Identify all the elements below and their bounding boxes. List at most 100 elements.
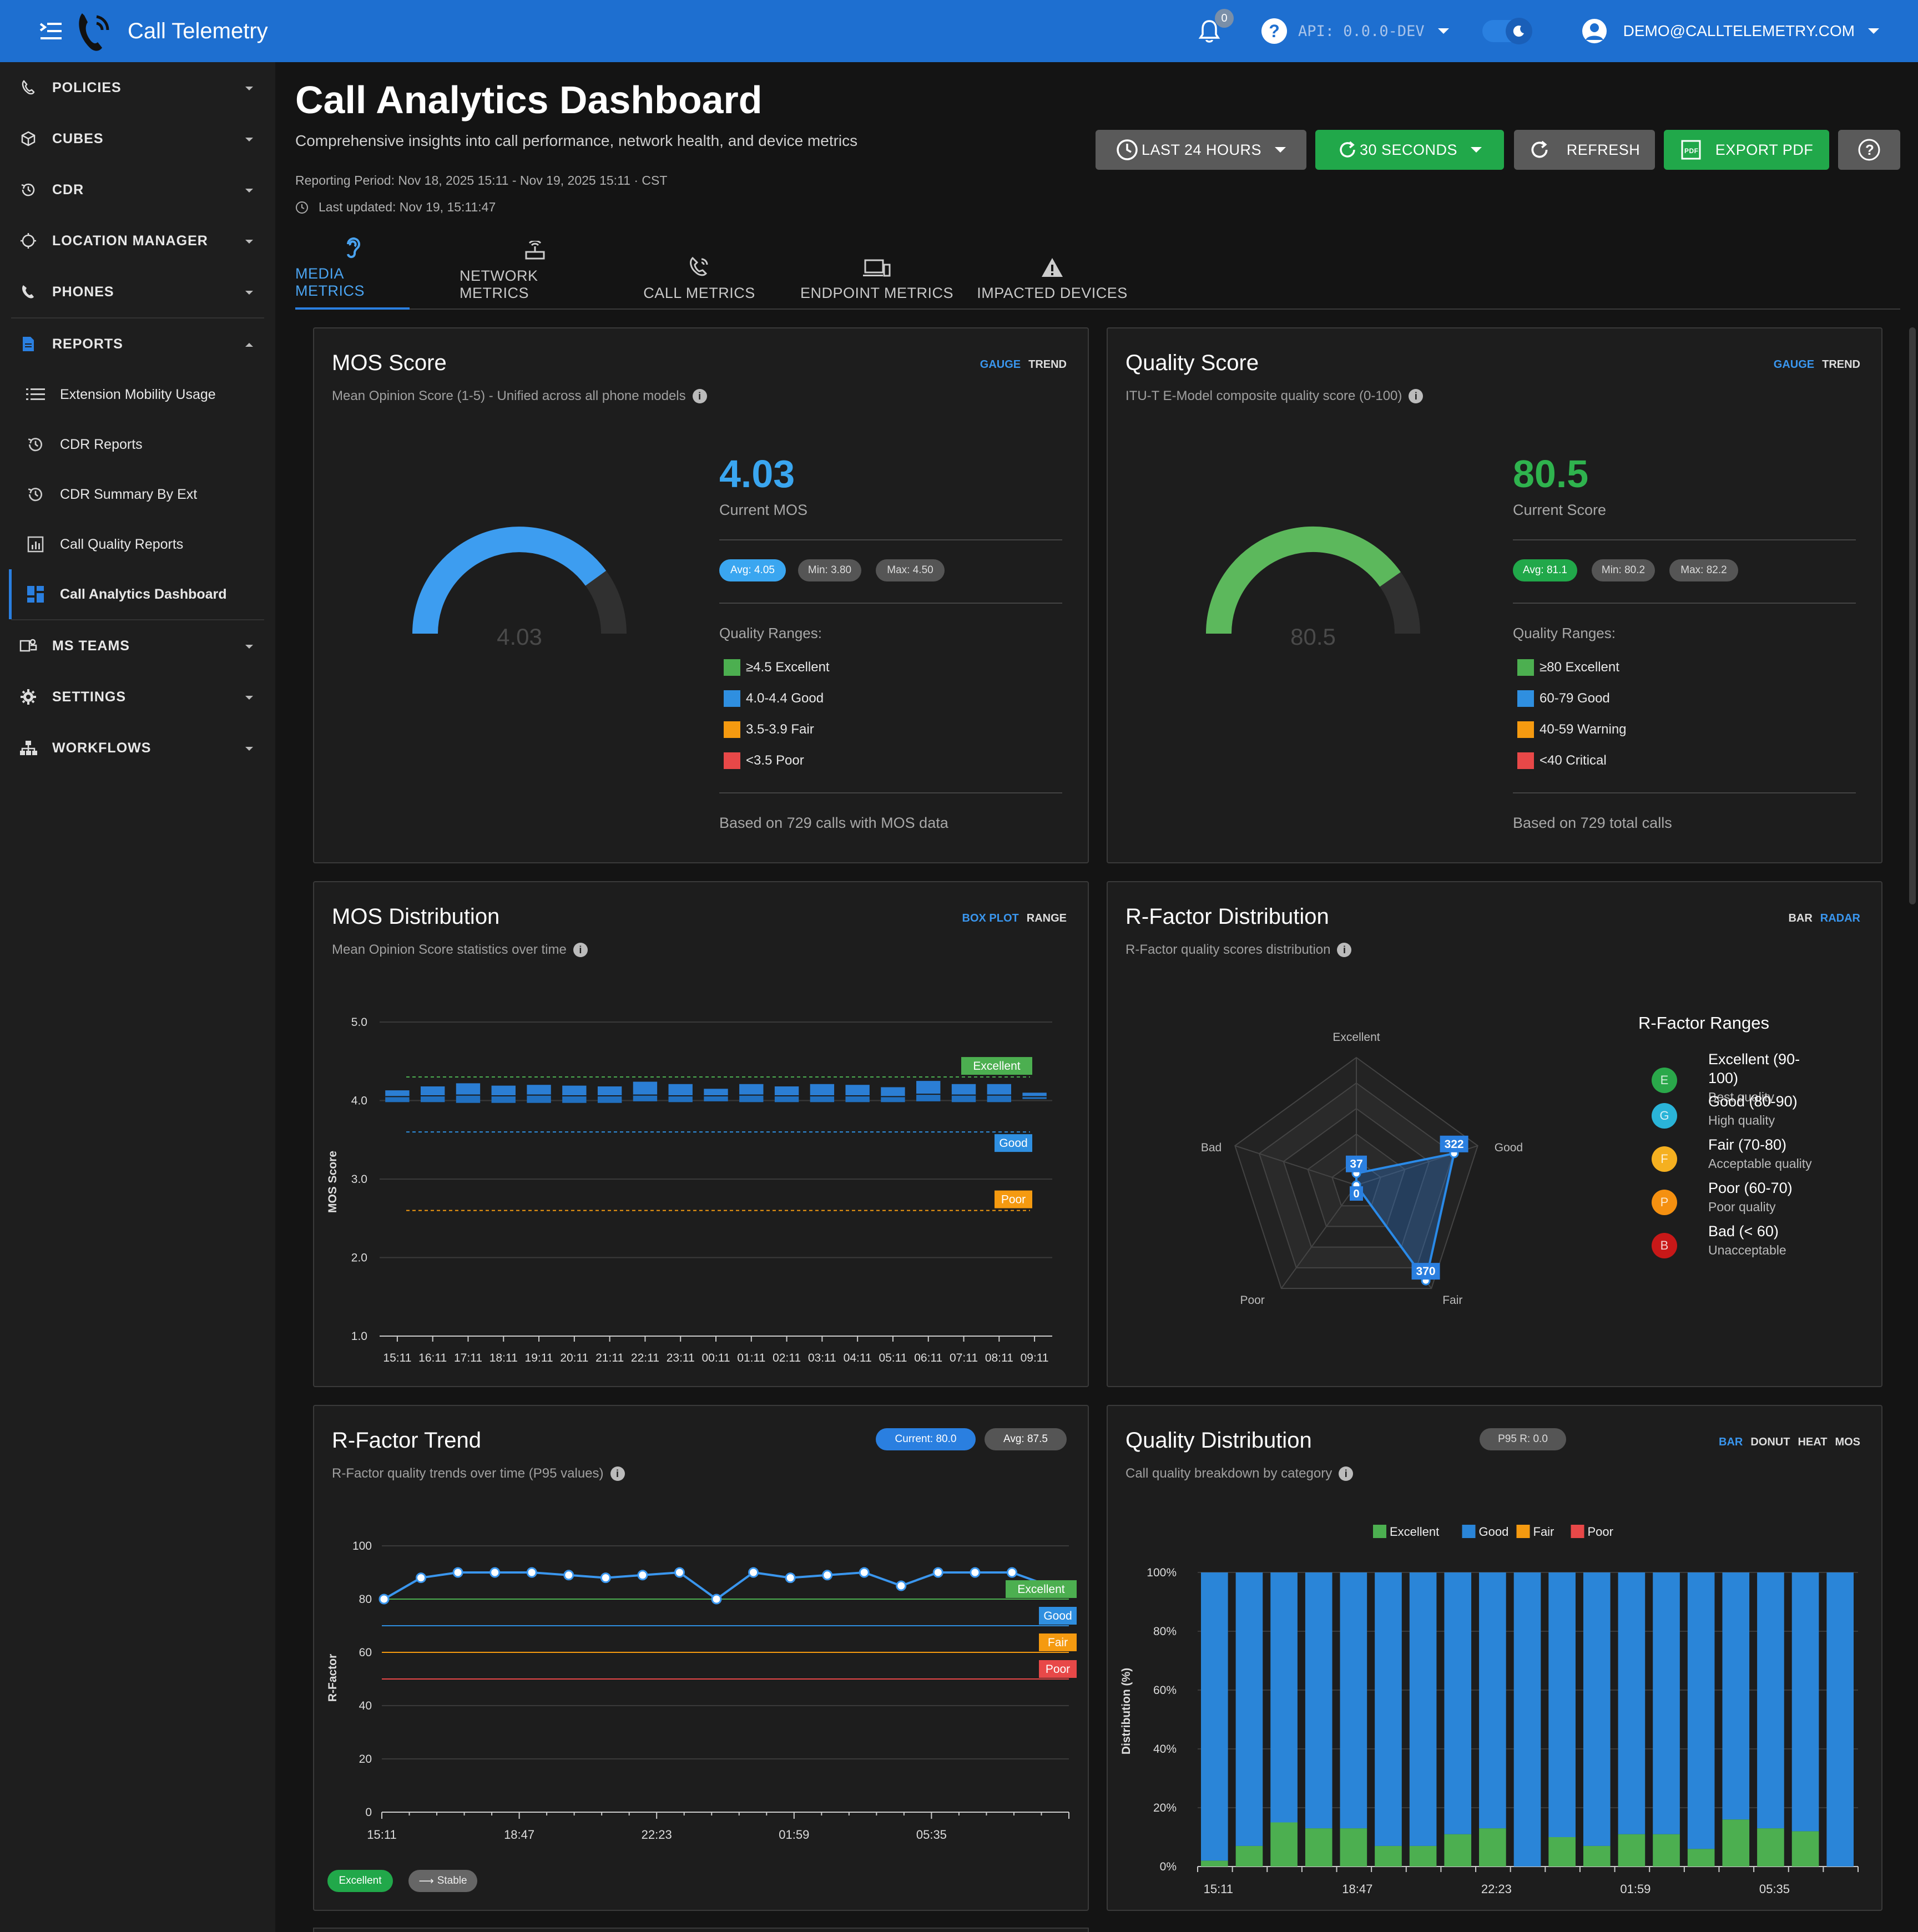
info-icon[interactable]: i (573, 943, 588, 957)
x-tick-label: 22:23 (1481, 1882, 1512, 1896)
bar-segment (1201, 1860, 1228, 1867)
trend-point (785, 1572, 796, 1584)
range-toggle[interactable]: RANGE (1026, 912, 1067, 924)
radar-value-label: 322 (1445, 1138, 1464, 1151)
quality-distribution-card: Quality Distribution Call quality breakd… (1107, 1405, 1882, 1911)
sidebar-item-policies[interactable]: POLICIES (0, 62, 275, 113)
legend-label: Excellent (1390, 1525, 1439, 1539)
x-tick-label: 08:11 (985, 1352, 1013, 1364)
y-tick-label: 80 (359, 1593, 372, 1606)
sidebar-item-call-quality-reports[interactable]: Call Quality Reports (0, 519, 275, 569)
mos-toggle[interactable]: MOS (1835, 1436, 1860, 1448)
threshold-badge (995, 1190, 1032, 1208)
box-lower (597, 1096, 622, 1103)
report-icon (19, 335, 38, 353)
sidebar-item-cubes[interactable]: CUBES (0, 113, 275, 164)
tab-call-metrics[interactable]: CALL METRICS (642, 244, 757, 310)
legend-name: Fair (70-80) (1708, 1136, 1787, 1153)
ranges-title: Quality Ranges: (1513, 625, 1616, 641)
bar-toggle[interactable]: BAR (1788, 912, 1813, 924)
legend-item: P Poor (60-70) Poor quality (1652, 1180, 1874, 1226)
sidebar-item-cdr-reports[interactable]: CDR Reports (0, 419, 275, 469)
sidebar-item-cdr-summary[interactable]: CDR Summary By Ext (0, 469, 275, 519)
bar-segment (1653, 1572, 1680, 1834)
y-tick-label: 2.0 (351, 1252, 367, 1265)
dark-mode-toggle[interactable] (1482, 18, 1532, 44)
help-icon[interactable]: ? (1261, 18, 1288, 44)
info-icon[interactable]: i (1409, 389, 1424, 403)
y-tick-label: 0 (365, 1806, 372, 1819)
scrollbar-thumb[interactable] (1909, 327, 1916, 904)
box-lower (668, 1096, 693, 1102)
gauge-toggle[interactable]: GAUGE (1773, 358, 1815, 371)
sidebar-item-label: Call Quality Reports (60, 536, 184, 552)
range-item: <40 Critical (1517, 752, 1607, 769)
notifications-bell-icon[interactable]: 0 (1193, 9, 1234, 48)
trend-toggle[interactable]: TREND (1028, 358, 1067, 371)
status-badge: Excellent (327, 1870, 393, 1892)
svg-text:PDF: PDF (1684, 147, 1699, 155)
api-version-selector[interactable]: ? API: 0.0.0-DEV (1261, 18, 1449, 44)
sidebar-item-workflows[interactable]: WORKFLOWS (0, 722, 275, 773)
card-subtitle: R-Factor quality trends over time (P95 v… (332, 1466, 625, 1481)
x-tick-label: 06:11 (914, 1352, 942, 1364)
p95-chip-text: P95 R: 0.0 (1498, 1433, 1548, 1445)
radar-center-label: 0 (1353, 1188, 1359, 1200)
threshold-badge (1039, 1660, 1077, 1678)
sidebar-item-label: CDR (52, 181, 84, 198)
radar-toggle[interactable]: RADAR (1820, 912, 1860, 924)
sidebar-item-cdr[interactable]: CDR (0, 164, 275, 215)
bar-segment (1826, 1572, 1854, 1867)
sidebar-item-ms-teams[interactable]: MS TEAMS (0, 620, 275, 671)
user-menu[interactable]: DEMO@CALLTELEMETRY.COM (1582, 19, 1879, 43)
card-footer: Based on 729 total calls (1513, 815, 1672, 831)
sidebar-item-settings[interactable]: SETTINGS (0, 671, 275, 722)
sidebar-item-location-manager[interactable]: LOCATION MANAGER (0, 215, 275, 266)
info-icon[interactable]: i (610, 1466, 625, 1481)
phone-icon (19, 282, 38, 301)
api-version-label: API: 0.0.0-DEV (1298, 22, 1425, 40)
bar-toggle[interactable]: BAR (1719, 1436, 1743, 1448)
time-range-button[interactable]: LAST 24 HOURS (1096, 130, 1306, 170)
legend-dot: P (1652, 1190, 1677, 1215)
sidebar-item-reports[interactable]: REPORTS (0, 318, 275, 370)
bar-segment (1618, 1572, 1646, 1834)
help-button[interactable]: ? (1838, 130, 1900, 170)
refresh-interval-button[interactable]: 30 SECONDS (1315, 130, 1504, 170)
donut-toggle[interactable]: DONUT (1750, 1436, 1790, 1448)
trend-point (1006, 1567, 1017, 1578)
info-icon[interactable]: i (692, 389, 707, 403)
rfactor-trend-chart: R-Factor 0 20 40 60 80 100 15:11 18:47 22:23 01:5… (326, 1540, 1077, 1842)
sidebar-item-phones[interactable]: PHONES (0, 266, 275, 317)
quality-score-card: Quality Score ITU-T E-Model composite qu… (1107, 327, 1882, 863)
info-icon[interactable]: i (1337, 943, 1352, 957)
box-lower (739, 1095, 764, 1102)
x-tick-label: 22:23 (642, 1828, 672, 1842)
view-toggle: BAR RADAR (1788, 912, 1860, 925)
view-toggle: GAUGE TREND (1774, 358, 1860, 371)
sidebar-item-call-analytics-dashboard[interactable]: Call Analytics Dashboard (0, 569, 275, 619)
tab-network-metrics[interactable]: NETWORK METRICS (460, 241, 610, 310)
legend-name: Good (80-90) (1708, 1093, 1798, 1110)
notification-count-badge: 0 (1215, 9, 1234, 28)
x-tick-label: 18:47 (1342, 1882, 1372, 1896)
heat-toggle[interactable]: HEAT (1798, 1436, 1828, 1448)
tab-impacted-devices[interactable]: IMPACTED DEVICES (963, 244, 1141, 310)
info-icon[interactable]: i (1339, 1466, 1354, 1481)
menu-toggle-icon[interactable] (31, 12, 70, 50)
gauge-toggle[interactable]: GAUGE (980, 358, 1021, 371)
export-pdf-button[interactable]: PDF EXPORT PDF (1664, 130, 1829, 170)
legend-desc: Poor quality (1708, 1200, 1776, 1214)
box-plot-toggle[interactable]: BOX PLOT (962, 912, 1019, 924)
bar-segment (1757, 1572, 1784, 1829)
sidebar-item-extension-mobility[interactable]: Extension Mobility Usage (0, 370, 275, 419)
legend-dot: B (1652, 1233, 1677, 1258)
tab-endpoint-metrics[interactable]: ENDPOINT METRICS (786, 244, 968, 310)
y-tick-label: 3.0 (351, 1173, 367, 1186)
card-subtitle: ITU-T E-Model composite quality score (0… (1125, 388, 1424, 404)
trend-toggle[interactable]: TREND (1822, 358, 1860, 371)
tab-media-metrics[interactable]: MEDIA METRICS (295, 237, 410, 310)
bar-chart-icon (24, 534, 47, 554)
refresh-button[interactable]: REFRESH (1514, 130, 1655, 170)
y-tick-label: 80% (1153, 1625, 1177, 1638)
